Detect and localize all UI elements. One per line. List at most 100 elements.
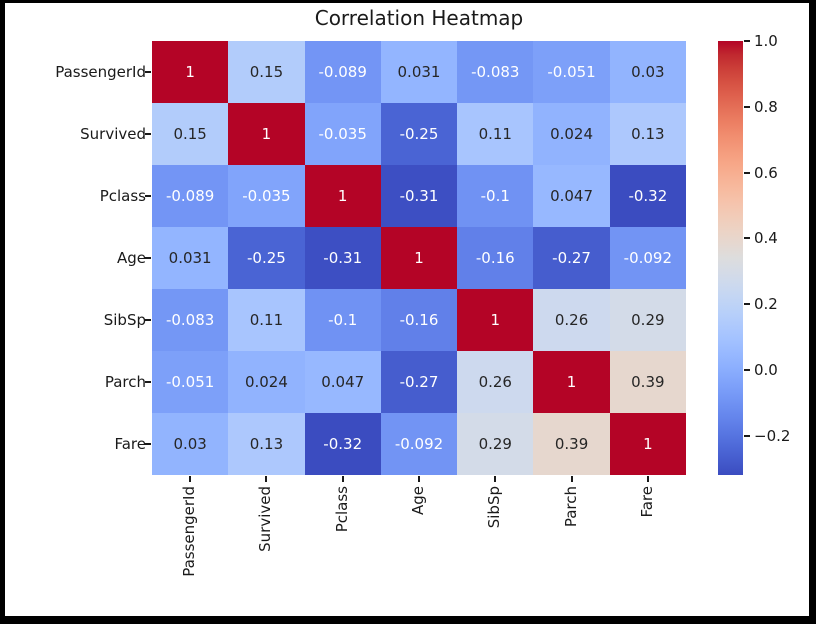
colorbar bbox=[718, 41, 743, 475]
colorbar-tick-label: 0.0 bbox=[754, 360, 778, 379]
colorbar-tick-mark bbox=[744, 171, 750, 174]
heatmap-cell-Age-Fare: -0.092 bbox=[609, 227, 686, 289]
cell-value: -0.092 bbox=[623, 249, 673, 267]
heatmap-cell-PassengerId-Fare: 0.03 bbox=[609, 41, 686, 103]
cell-value: -0.089 bbox=[318, 63, 367, 81]
heatmap-cell-Parch-Age: -0.27 bbox=[380, 351, 458, 413]
cell-value: -0.083 bbox=[471, 63, 520, 81]
cell-value: 0.13 bbox=[249, 435, 284, 453]
cell-value: -0.31 bbox=[323, 249, 363, 267]
y-axis-label-Fare: Fare bbox=[114, 435, 146, 453]
cell-value: -0.083 bbox=[165, 311, 215, 329]
cell-value: 0.15 bbox=[173, 125, 207, 143]
cell-value: -0.051 bbox=[165, 373, 215, 391]
colorbar-tick-mark bbox=[744, 237, 750, 240]
cell-value: 1 bbox=[185, 63, 195, 81]
cell-value: 1 bbox=[643, 435, 653, 453]
cell-value: 0.13 bbox=[631, 125, 665, 143]
heatmap-cell-Fare-Pclass: -0.32 bbox=[304, 413, 381, 475]
y-tick-mark bbox=[145, 443, 151, 445]
chart-title: Correlation Heatmap bbox=[314, 6, 524, 30]
cell-value: 0.047 bbox=[550, 187, 594, 205]
x-axis-label-Age: Age bbox=[409, 486, 427, 516]
colorbar-tick-mark bbox=[744, 40, 750, 42]
heatmap-cell-Pclass-PassengerId: -0.089 bbox=[152, 165, 229, 227]
heatmap-cell-Pclass-Pclass: 1 bbox=[304, 165, 381, 227]
heatmap-cell-Age-Parch: -0.27 bbox=[533, 227, 610, 289]
heatmap-cell-Age-SibSp: -0.16 bbox=[457, 227, 534, 289]
heatmap-cell-SibSp-Parch: 0.26 bbox=[533, 289, 610, 351]
heatmap-cell-PassengerId-SibSp: -0.083 bbox=[457, 41, 534, 103]
heatmap-cell-Pclass-Age: -0.31 bbox=[380, 165, 458, 227]
x-axis-label-Parch: Parch bbox=[561, 486, 580, 528]
y-tick-mark bbox=[145, 133, 151, 135]
heatmap-cell-Survived-Age: -0.25 bbox=[380, 103, 458, 165]
cell-value: 0.26 bbox=[554, 311, 589, 329]
y-tick-mark bbox=[145, 71, 151, 73]
x-tick-mark bbox=[418, 476, 420, 482]
cell-value: -0.25 bbox=[247, 249, 286, 267]
heatmap-cell-PassengerId-PassengerId: 1 bbox=[152, 41, 229, 103]
y-axis-label-PassengerId: PassengerId bbox=[55, 63, 146, 81]
cell-value: -0.27 bbox=[552, 249, 591, 267]
cell-value: -0.16 bbox=[475, 249, 515, 267]
cell-value: 1 bbox=[337, 187, 348, 205]
cell-value: -0.1 bbox=[480, 187, 510, 205]
cell-value: 0.11 bbox=[478, 125, 512, 143]
cell-value: 0.15 bbox=[249, 63, 284, 81]
heatmap-cell-SibSp-Age: -0.16 bbox=[380, 289, 458, 351]
y-axis-label-Survived: Survived bbox=[80, 125, 146, 143]
heatmap-cell-SibSp-Fare: 0.29 bbox=[609, 289, 686, 351]
x-axis-label-Pclass: Pclass bbox=[332, 486, 351, 533]
cell-value: -0.1 bbox=[328, 311, 358, 329]
cell-value: -0.16 bbox=[399, 311, 439, 329]
heatmap-cell-Age-Survived: -0.25 bbox=[228, 227, 305, 289]
cell-value: 0.031 bbox=[168, 249, 212, 267]
y-axis-label-SibSp: SibSp bbox=[103, 311, 146, 329]
x-axis-label-SibSp: SibSp bbox=[485, 486, 504, 529]
cell-value: 0.11 bbox=[249, 311, 284, 329]
cell-value: 1 bbox=[490, 311, 501, 329]
cell-value: -0.035 bbox=[242, 187, 291, 205]
cell-value: 1 bbox=[414, 249, 424, 267]
heatmap-cell-Fare-Age: -0.092 bbox=[380, 413, 458, 475]
y-axis-label-Pclass: Pclass bbox=[99, 187, 146, 205]
cell-value: -0.27 bbox=[399, 373, 439, 391]
heatmap-cell-Parch-PassengerId: -0.051 bbox=[152, 351, 229, 413]
cell-value: 0.26 bbox=[478, 373, 512, 391]
heatmap-cell-Survived-Parch: 0.024 bbox=[533, 103, 610, 165]
cell-value: -0.32 bbox=[628, 187, 668, 205]
heatmap-cell-PassengerId-Age: 0.031 bbox=[380, 41, 458, 103]
cell-value: 0.024 bbox=[244, 373, 288, 391]
colorbar-tick-label: −0.2 bbox=[754, 426, 791, 445]
colorbar-tick-label: 0.4 bbox=[754, 229, 778, 248]
heatmap-cell-Fare-Fare: 1 bbox=[609, 413, 686, 475]
heatmap-cell-Pclass-Survived: -0.035 bbox=[228, 165, 305, 227]
heatmap-cell-Survived-PassengerId: 0.15 bbox=[152, 103, 229, 165]
cell-value: -0.051 bbox=[547, 63, 596, 81]
cell-value: 0.047 bbox=[321, 373, 365, 391]
colorbar-tick-label: 0.6 bbox=[754, 163, 778, 182]
y-axis-label-Parch: Parch bbox=[104, 373, 146, 391]
cell-value: -0.31 bbox=[399, 187, 439, 205]
colorbar-tick-mark bbox=[744, 105, 750, 108]
cell-value: 0.39 bbox=[554, 435, 589, 453]
heatmap-cell-Fare-PassengerId: 0.03 bbox=[152, 413, 229, 475]
cell-value: 0.031 bbox=[397, 63, 441, 81]
cell-value: -0.089 bbox=[165, 187, 215, 205]
heatmap-cell-Pclass-SibSp: -0.1 bbox=[457, 165, 534, 227]
y-tick-mark bbox=[145, 319, 151, 321]
cell-value: 0.03 bbox=[631, 63, 665, 81]
heatmap-cell-SibSp-Pclass: -0.1 bbox=[304, 289, 381, 351]
heatmap-cell-SibSp-SibSp: 1 bbox=[457, 289, 534, 351]
heatmap-cell-Pclass-Parch: 0.047 bbox=[533, 165, 610, 227]
cell-value: -0.32 bbox=[323, 435, 363, 453]
x-tick-mark bbox=[494, 476, 497, 482]
colorbar-tick-mark bbox=[744, 434, 750, 437]
cell-value: 0.03 bbox=[173, 435, 207, 453]
heatmap-cell-Pclass-Fare: -0.32 bbox=[609, 165, 686, 227]
cell-value: 0.29 bbox=[478, 435, 512, 453]
y-axis-label-Age: Age bbox=[116, 249, 146, 267]
cell-value: -0.092 bbox=[394, 435, 444, 453]
